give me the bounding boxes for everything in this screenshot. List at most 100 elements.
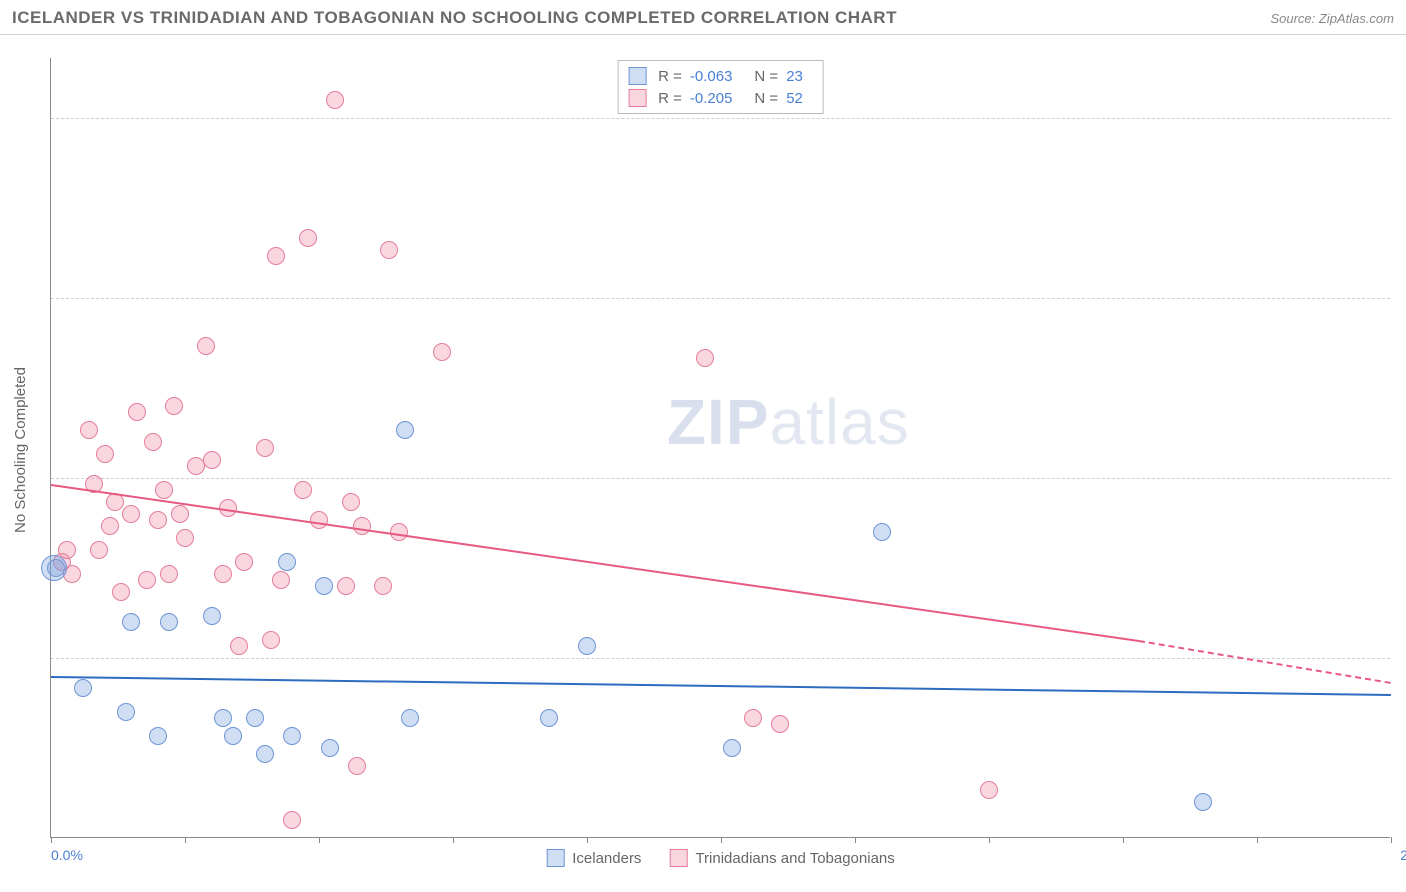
trinidadians-point [197,337,215,355]
legend-item-trinidadians: Trinidadians and Tobagonians [669,849,894,867]
trinidadians-point [138,571,156,589]
trinidadians-point [980,781,998,799]
trinidadians-point [744,709,762,727]
trinidadians-point [96,445,114,463]
trinidadians-point [310,511,328,529]
x-tick [185,837,186,843]
trinidadians-point [155,481,173,499]
trinidadians-point [267,247,285,265]
swatch-trinidadians-icon [628,89,646,107]
trinidadians-point [144,433,162,451]
trinidadians-point [299,229,317,247]
trinidadians-point [101,517,119,535]
x-tick [51,837,52,843]
series-legend: Icelanders Trinidadians and Tobagonians [546,849,895,867]
trinidadians-point [262,631,280,649]
trinidadians-point [390,523,408,541]
trinidadians-point [149,511,167,529]
icelanders-point [149,727,167,745]
icelanders-point [283,727,301,745]
icelanders-point [396,421,414,439]
trinidadians-point [165,397,183,415]
trinidadians-point [176,529,194,547]
trinidadians-point [348,757,366,775]
icelanders-point [873,523,891,541]
x-tick [453,837,454,843]
icelanders-point [203,607,221,625]
icelanders-point [723,739,741,757]
icelanders-point [122,613,140,631]
swatch-icelanders-icon [628,67,646,85]
stats-legend-box: R = -0.063 N = 23 R = -0.205 N = 52 [617,60,824,114]
gridline [51,298,1390,299]
trinidadians-point [122,505,140,523]
trinidadians-point [112,583,130,601]
trinidadians-point [214,565,232,583]
x-tick [1391,837,1392,843]
trinidadians-point [80,421,98,439]
trinidadians-point [771,715,789,733]
x-axis-min-label: 0.0% [51,847,83,863]
swatch-icelanders-icon [546,849,564,867]
icelanders-point [41,555,67,581]
trinidadians-point [294,481,312,499]
swatch-trinidadians-icon [669,849,687,867]
watermark: ZIPatlas [667,385,910,459]
y-tick-label: 3.0% [1396,470,1406,486]
trinidadians-point [128,403,146,421]
gridline [51,118,1390,119]
trinidadians-point [256,439,274,457]
y-axis-label: No Schooling Completed [12,367,29,533]
icelanders-point [214,709,232,727]
icelanders-point [401,709,419,727]
trinidadians-point [326,91,344,109]
icelanders-point [315,577,333,595]
x-tick [989,837,990,843]
icelanders-point [1194,793,1212,811]
gridline [51,658,1390,659]
x-tick [721,837,722,843]
trinidadians-point [337,577,355,595]
gridline [51,478,1390,479]
x-tick [1257,837,1258,843]
x-tick [319,837,320,843]
legend-item-icelanders: Icelanders [546,849,641,867]
x-axis-max-label: 25.0% [1400,847,1406,863]
x-tick [587,837,588,843]
icelanders-point [160,613,178,631]
icelanders-point [224,727,242,745]
trinidadians-point [171,505,189,523]
chart-title: ICELANDER VS TRINIDADIAN AND TOBAGONIAN … [12,8,897,28]
trinidadians-point [203,451,221,469]
trinidadians-point [272,571,290,589]
y-tick-label: 6.0% [1396,110,1406,126]
trinidadians-point [283,811,301,829]
x-tick [855,837,856,843]
y-tick-label: 1.5% [1396,650,1406,666]
chart-header: ICELANDER VS TRINIDADIAN AND TOBAGONIAN … [0,0,1406,35]
icelanders-point [578,637,596,655]
trinidadians-point [380,241,398,259]
trend-line [1139,640,1391,684]
trinidadians-point [353,517,371,535]
icelanders-point [246,709,264,727]
scatter-plot-area: ZIPatlas R = -0.063 N = 23 R = -0.205 N … [50,58,1390,838]
trend-line [51,676,1391,696]
y-tick-label: 4.5% [1396,290,1406,306]
stats-row-trinidadians: R = -0.205 N = 52 [628,87,813,109]
icelanders-point [278,553,296,571]
trinidadians-point [160,565,178,583]
trinidadians-point [90,541,108,559]
trinidadians-point [342,493,360,511]
source-attribution: Source: ZipAtlas.com [1270,11,1394,26]
x-tick [1123,837,1124,843]
icelanders-point [256,745,274,763]
icelanders-point [117,703,135,721]
trinidadians-point [433,343,451,361]
icelanders-point [540,709,558,727]
trinidadians-point [230,637,248,655]
trinidadians-point [696,349,714,367]
stats-row-icelanders: R = -0.063 N = 23 [628,65,813,87]
trinidadians-point [235,553,253,571]
icelanders-point [321,739,339,757]
